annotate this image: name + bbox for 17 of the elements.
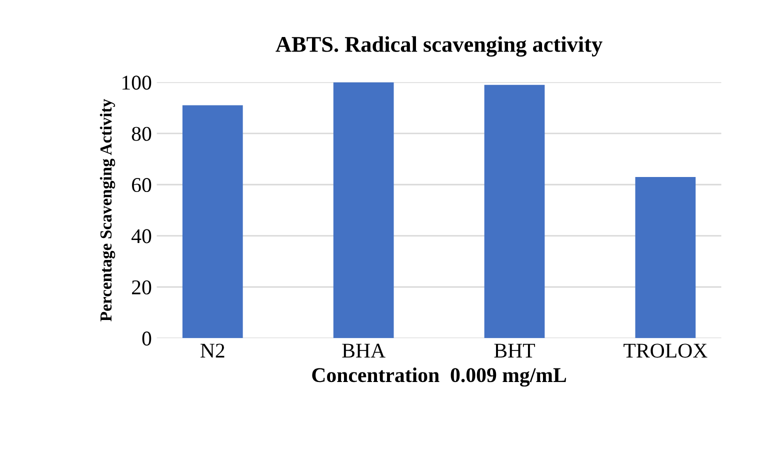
y-tick-label: 100 — [122, 76, 152, 90]
y-axis-title: Percentage Scavenging Activity — [100, 98, 116, 322]
bar — [484, 84, 545, 338]
y-tick-label: 40 — [132, 229, 152, 244]
chart-title: ABTS. Radical scavenging activity — [276, 36, 602, 57]
y-tick-label: 80 — [132, 126, 152, 141]
bar — [333, 82, 394, 338]
y-tick-label: 60 — [132, 178, 152, 192]
bar — [182, 105, 243, 338]
y-tick-label: 20 — [132, 280, 152, 294]
bar — [635, 176, 696, 338]
x-tick-label: BHT — [494, 344, 535, 358]
y-tick-label: 0 — [142, 332, 152, 346]
x-tick-label: N2 — [200, 344, 224, 358]
x-tick-label: BHA — [342, 344, 386, 358]
x-axis-title: Concentration 0.009 mg/mL — [312, 367, 566, 387]
x-tick-label: TROLOX — [624, 344, 708, 358]
